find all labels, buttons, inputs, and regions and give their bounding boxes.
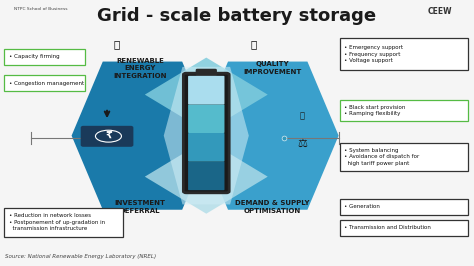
Text: RENEWABLE
ENERGY
INTEGRATION: RENEWABLE ENERGY INTEGRATION: [113, 58, 167, 79]
FancyBboxPatch shape: [197, 70, 216, 75]
Text: • Reduction in network losses
• Postponement of up-gradation in
  transmission i: • Reduction in network losses • Postpone…: [9, 213, 105, 231]
Text: INVESTMENT
DEFERRAL: INVESTMENT DEFERRAL: [115, 200, 165, 214]
Text: ₹: ₹: [105, 131, 112, 141]
FancyBboxPatch shape: [339, 101, 468, 120]
Text: • Congestion management: • Congestion management: [9, 81, 84, 86]
Text: Source: National Renewable Energy Laboratory (NREL): Source: National Renewable Energy Labora…: [5, 254, 156, 259]
Text: • Generation: • Generation: [344, 204, 380, 209]
Text: • Transmission and Distribution: • Transmission and Distribution: [344, 226, 431, 231]
Text: • System balancing
• Avoidance of dispatch for
  high tariff power plant: • System balancing • Avoidance of dispat…: [344, 148, 419, 166]
Text: DEMAND & SUPPLY
OPTIMISATION: DEMAND & SUPPLY OPTIMISATION: [235, 200, 310, 214]
FancyBboxPatch shape: [339, 199, 468, 214]
FancyBboxPatch shape: [339, 220, 468, 236]
Text: Grid - scale battery storage: Grid - scale battery storage: [98, 7, 376, 25]
Text: 🔌: 🔌: [113, 39, 119, 49]
Text: • Capacity firming: • Capacity firming: [9, 55, 59, 59]
Polygon shape: [164, 67, 249, 205]
Text: CEEW: CEEW: [428, 7, 453, 16]
Polygon shape: [145, 140, 268, 214]
FancyBboxPatch shape: [339, 143, 468, 171]
FancyBboxPatch shape: [4, 75, 85, 92]
FancyBboxPatch shape: [4, 208, 123, 237]
Text: • Emergency support
• Frequency support
• Voltage support: • Emergency support • Frequency support …: [344, 45, 403, 63]
FancyBboxPatch shape: [339, 38, 468, 70]
FancyBboxPatch shape: [82, 127, 133, 146]
Text: ⚖: ⚖: [297, 139, 307, 149]
Text: QUALITY
IMPROVEMENT: QUALITY IMPROVEMENT: [243, 61, 301, 75]
Polygon shape: [145, 57, 268, 132]
FancyBboxPatch shape: [188, 161, 225, 190]
Text: • Black start provision
• Ramping flexibility: • Black start provision • Ramping flexib…: [344, 105, 406, 116]
FancyBboxPatch shape: [183, 73, 229, 193]
Text: ⏱: ⏱: [300, 111, 305, 120]
FancyBboxPatch shape: [188, 76, 225, 105]
Text: 🌱: 🌱: [250, 39, 256, 49]
FancyBboxPatch shape: [4, 49, 85, 65]
Text: NTPC School of Business: NTPC School of Business: [14, 7, 68, 11]
Polygon shape: [72, 61, 213, 210]
FancyBboxPatch shape: [188, 105, 225, 133]
FancyBboxPatch shape: [188, 133, 225, 161]
Polygon shape: [197, 61, 338, 210]
